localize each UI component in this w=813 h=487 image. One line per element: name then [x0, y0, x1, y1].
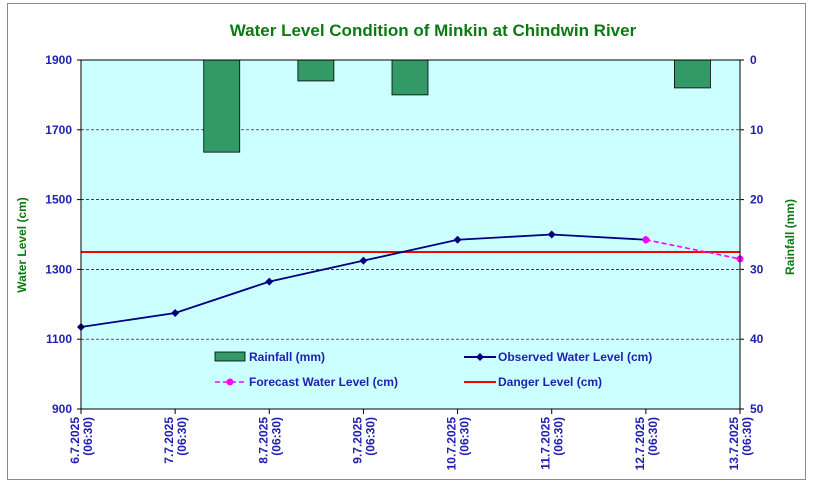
observed-water-level-series: [77, 230, 650, 331]
observed-point: [453, 235, 462, 244]
x-tick-label: 12.7.2025 (06:30): [633, 417, 660, 471]
x-tick-date: 11.7.2025: [539, 417, 553, 470]
rainfall-bar: [674, 59, 711, 89]
x-tick-date: 10.7.2025: [445, 417, 459, 471]
x-tick-label: 6.7.2025 (06:30): [68, 417, 95, 464]
x-tick-time: (06:30): [552, 417, 566, 456]
right-tick-label: 30: [750, 262, 764, 276]
chart-title: Water Level Condition of Minkin at Chind…: [230, 21, 637, 40]
legend-forecast-marker: [226, 378, 234, 386]
left-tick-label: 1300: [45, 262, 72, 276]
x-tick-date: 9.7.2025: [350, 417, 364, 464]
legend-rainfall-label: Rainfall (mm): [249, 350, 325, 364]
x-tick-time: (06:30): [646, 417, 660, 456]
plot-border: [80, 59, 741, 410]
right-tick-label: 10: [750, 123, 764, 137]
rainfall-bar: [297, 59, 335, 82]
left-tick-label: 1500: [45, 193, 72, 207]
left-tick-label: 1900: [45, 53, 72, 67]
x-tick-date: 12.7.2025: [633, 417, 647, 471]
right-tick-label: 40: [750, 332, 764, 346]
legend: Rainfall (mm) Observed Water Level (cm) …: [214, 350, 652, 389]
x-tick-label: 11.7.2025 (06:30): [539, 417, 566, 470]
observed-point: [265, 277, 274, 286]
x-tick-time: (06:30): [269, 417, 283, 456]
x-axis-ticks: 6.7.2025 (06:30) 7.7.2025 (06:30) 8.7.2025 (0…: [68, 409, 754, 470]
forecast-point: [642, 236, 650, 244]
forecast-water-level-series: [642, 236, 744, 263]
right-tick-label: 20: [750, 193, 764, 207]
left-tick-label: 1100: [46, 332, 72, 346]
x-tick-date: 8.7.2025: [256, 417, 270, 464]
legend-forecast-label: Forecast Water Level (cm): [249, 375, 398, 389]
right-axis-label: Rainfall (mm): [783, 199, 797, 275]
legend-rainfall-swatch: [214, 351, 246, 362]
forecast-line: [645, 238, 741, 260]
left-axis-ticks: 900 1100 1300 1500 1700 1900: [45, 53, 81, 416]
x-tick-label: 10.7.2025 (06:30): [445, 417, 472, 471]
observed-point: [547, 230, 556, 239]
axes: [80, 59, 741, 410]
legend-danger-label: Danger Level (cm): [498, 375, 602, 389]
right-tick-label: 0: [750, 53, 757, 67]
x-tick-label: 13.7.2025 (06:30): [727, 417, 754, 471]
x-tick-date: 7.7.2025: [162, 417, 176, 464]
plot-area: [81, 60, 740, 409]
x-tick-date: 6.7.2025: [68, 417, 82, 464]
x-tick-label: 9.7.2025 (06:30): [350, 417, 377, 464]
x-tick-date: 13.7.2025: [727, 417, 741, 471]
x-tick-label: 8.7.2025 (06:30): [256, 417, 283, 464]
x-tick-time: (06:30): [363, 417, 377, 456]
legend-observed-marker: [476, 353, 484, 361]
x-tick-time: (06:30): [175, 417, 189, 456]
observed-point: [359, 256, 368, 265]
left-tick-label: 900: [52, 402, 72, 416]
x-tick-time: (06:30): [740, 417, 754, 456]
left-tick-label: 1700: [45, 123, 72, 137]
x-tick-label: 7.7.2025 (06:30): [162, 417, 189, 464]
right-tick-label: 50: [750, 402, 764, 416]
legend-observed-label: Observed Water Level (cm): [498, 350, 652, 364]
observed-point: [171, 309, 180, 318]
left-axis-label: Water Level (cm): [15, 197, 29, 293]
rainfall-bar: [391, 59, 429, 96]
rainfall-bar: [203, 59, 241, 153]
x-tick-time: (06:30): [458, 417, 472, 456]
right-axis-ticks: 50 40 30 20 10 0: [740, 53, 764, 416]
x-tick-time: (06:30): [81, 417, 95, 456]
